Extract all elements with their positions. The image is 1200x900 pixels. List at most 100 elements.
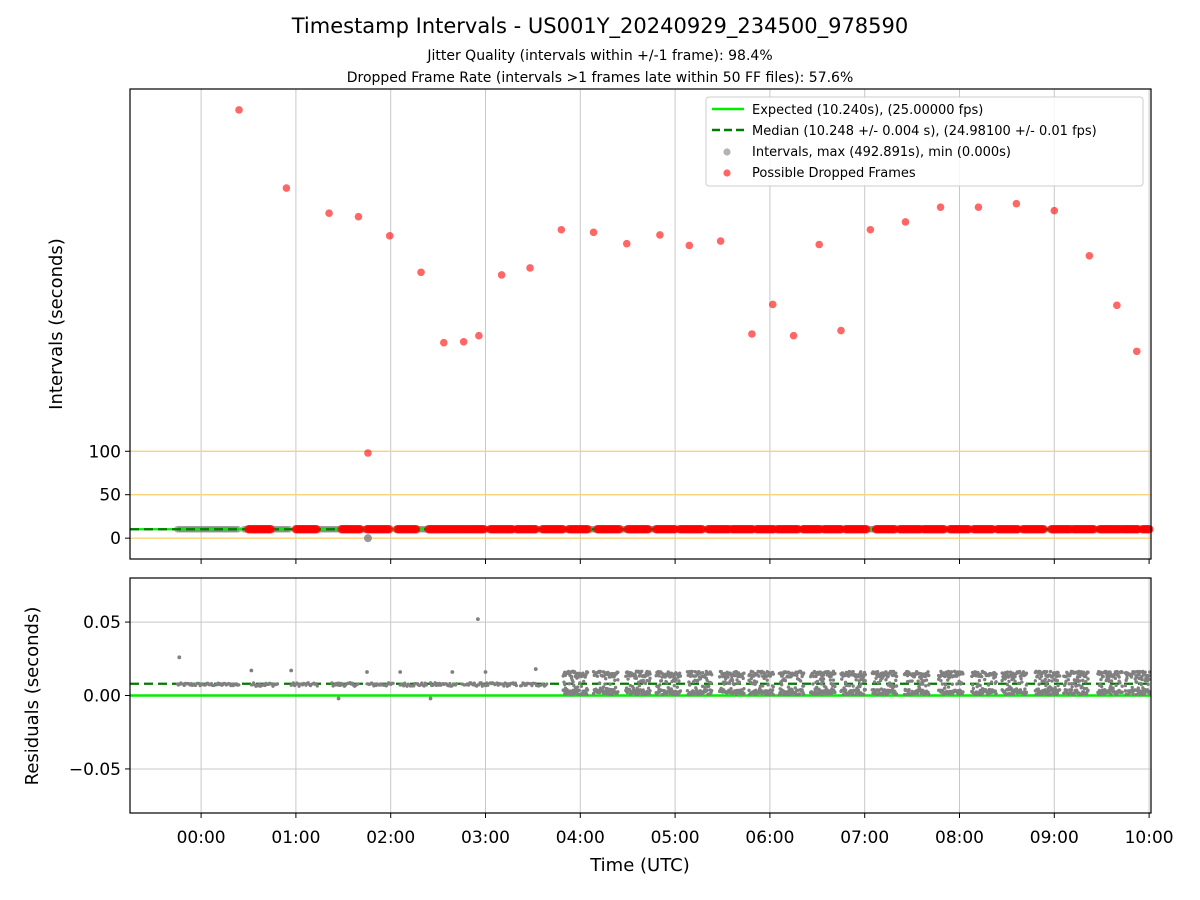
residual-point (486, 683, 490, 687)
dropped-frame-point (936, 203, 945, 211)
residual-point (1048, 669, 1053, 674)
residual-point (959, 681, 964, 685)
residual-point (894, 674, 899, 679)
residual-point (1139, 682, 1144, 687)
residual-point (1086, 670, 1090, 675)
residual-point (927, 673, 931, 678)
residual-point (705, 688, 709, 692)
residual-point (943, 683, 948, 687)
residuals-y-tick-label: 0.00 (83, 687, 121, 707)
dropped-frame-point (384, 525, 394, 534)
residual-point (1141, 686, 1145, 690)
dropped-frame-point (282, 184, 291, 192)
residuals-y-tick-label: 0.05 (83, 613, 121, 633)
residual-point (479, 681, 483, 685)
residual-point (771, 693, 776, 697)
residual-point (833, 684, 837, 689)
residual-point (1135, 680, 1139, 684)
residual-point (685, 688, 690, 693)
residual-point (585, 688, 590, 692)
residual-point (514, 683, 519, 688)
residual-point (907, 687, 911, 692)
residual-point (757, 674, 761, 678)
residual-point (884, 678, 888, 682)
residual-point (640, 669, 644, 674)
jitter-quality-subtitle: Jitter Quality (intervals within +/-1 fr… (427, 48, 773, 64)
residual-point (811, 682, 815, 686)
dropped-frame-point (1132, 347, 1141, 356)
residual-point (986, 683, 991, 687)
residual-point (926, 670, 930, 674)
residual-point (601, 685, 606, 689)
intervals-y-tick-label: 0 (110, 529, 121, 549)
legend-median-label: Median (10.248 +/- 0.004 s), (24.98100 +… (752, 124, 1097, 139)
residual-point (729, 687, 733, 691)
dropped-frame-point (364, 449, 372, 457)
residual-point (843, 688, 848, 692)
dropped-frame-point (497, 271, 506, 279)
residual-point (904, 688, 908, 692)
residual-point (616, 690, 620, 694)
residual-point (821, 677, 826, 681)
residual-point (687, 680, 691, 684)
residual-point (391, 681, 395, 685)
intervals-y-tick-label: 50 (99, 486, 121, 506)
residual-point (1118, 681, 1122, 685)
residual-point (648, 672, 652, 676)
residual-point (1117, 675, 1121, 679)
residual-point (581, 671, 585, 675)
residual-point (1056, 683, 1060, 688)
residual-point (563, 673, 568, 677)
residual-point (1100, 684, 1104, 689)
residual-point (875, 669, 880, 674)
residual-point (1115, 692, 1119, 697)
residual-point (1081, 678, 1085, 683)
residual-point (1024, 683, 1029, 687)
residual-point (876, 680, 881, 685)
residual-point (648, 689, 652, 693)
residual-point (657, 674, 661, 678)
residual-point (634, 676, 639, 680)
residual-point (771, 685, 776, 689)
dropped-frame-points (235, 106, 1154, 534)
dropped-frame-point (385, 232, 394, 240)
residual-point (455, 682, 459, 686)
residual-point (1077, 683, 1081, 687)
residual-point (1137, 672, 1141, 677)
residual-point (616, 678, 620, 682)
residual-point (672, 683, 677, 688)
residual-point (955, 682, 959, 686)
residual-point (924, 684, 928, 688)
residual-point (675, 685, 680, 689)
residual-point (700, 671, 705, 675)
time-x-tick-label: 05:00 (651, 828, 700, 848)
residual-point (801, 692, 806, 696)
residual-point (884, 670, 888, 674)
residual-point (1023, 687, 1027, 691)
residual-point (613, 678, 617, 683)
residual-point (766, 683, 770, 687)
dropped-frame-point (417, 268, 425, 277)
residual-point (604, 677, 608, 681)
residual-point (979, 674, 984, 679)
time-x-tick-label: 08:00 (935, 828, 984, 848)
residual-point (709, 681, 713, 685)
residual-point (1136, 686, 1140, 690)
dropped-frame-point (1145, 525, 1154, 534)
residual-point (1021, 670, 1026, 674)
time-x-tick-label: 00:00 (177, 828, 226, 848)
residual-point (994, 672, 998, 676)
residual-point (841, 692, 845, 697)
residual-point (545, 682, 549, 686)
residual-point (412, 684, 416, 688)
residual-point (1066, 678, 1071, 682)
residual-point (1035, 674, 1040, 678)
chart-title: Timestamp Intervals - US001Y_20240929_23… (291, 14, 909, 38)
dropped-frame-point (312, 525, 321, 534)
residuals-y-axis-label: Residuals (seconds) (22, 607, 43, 786)
residual-point (840, 677, 844, 681)
dropped-frame-point (479, 525, 489, 534)
residual-point (706, 684, 711, 689)
residual-point (654, 674, 658, 678)
residual-point (1069, 688, 1074, 692)
